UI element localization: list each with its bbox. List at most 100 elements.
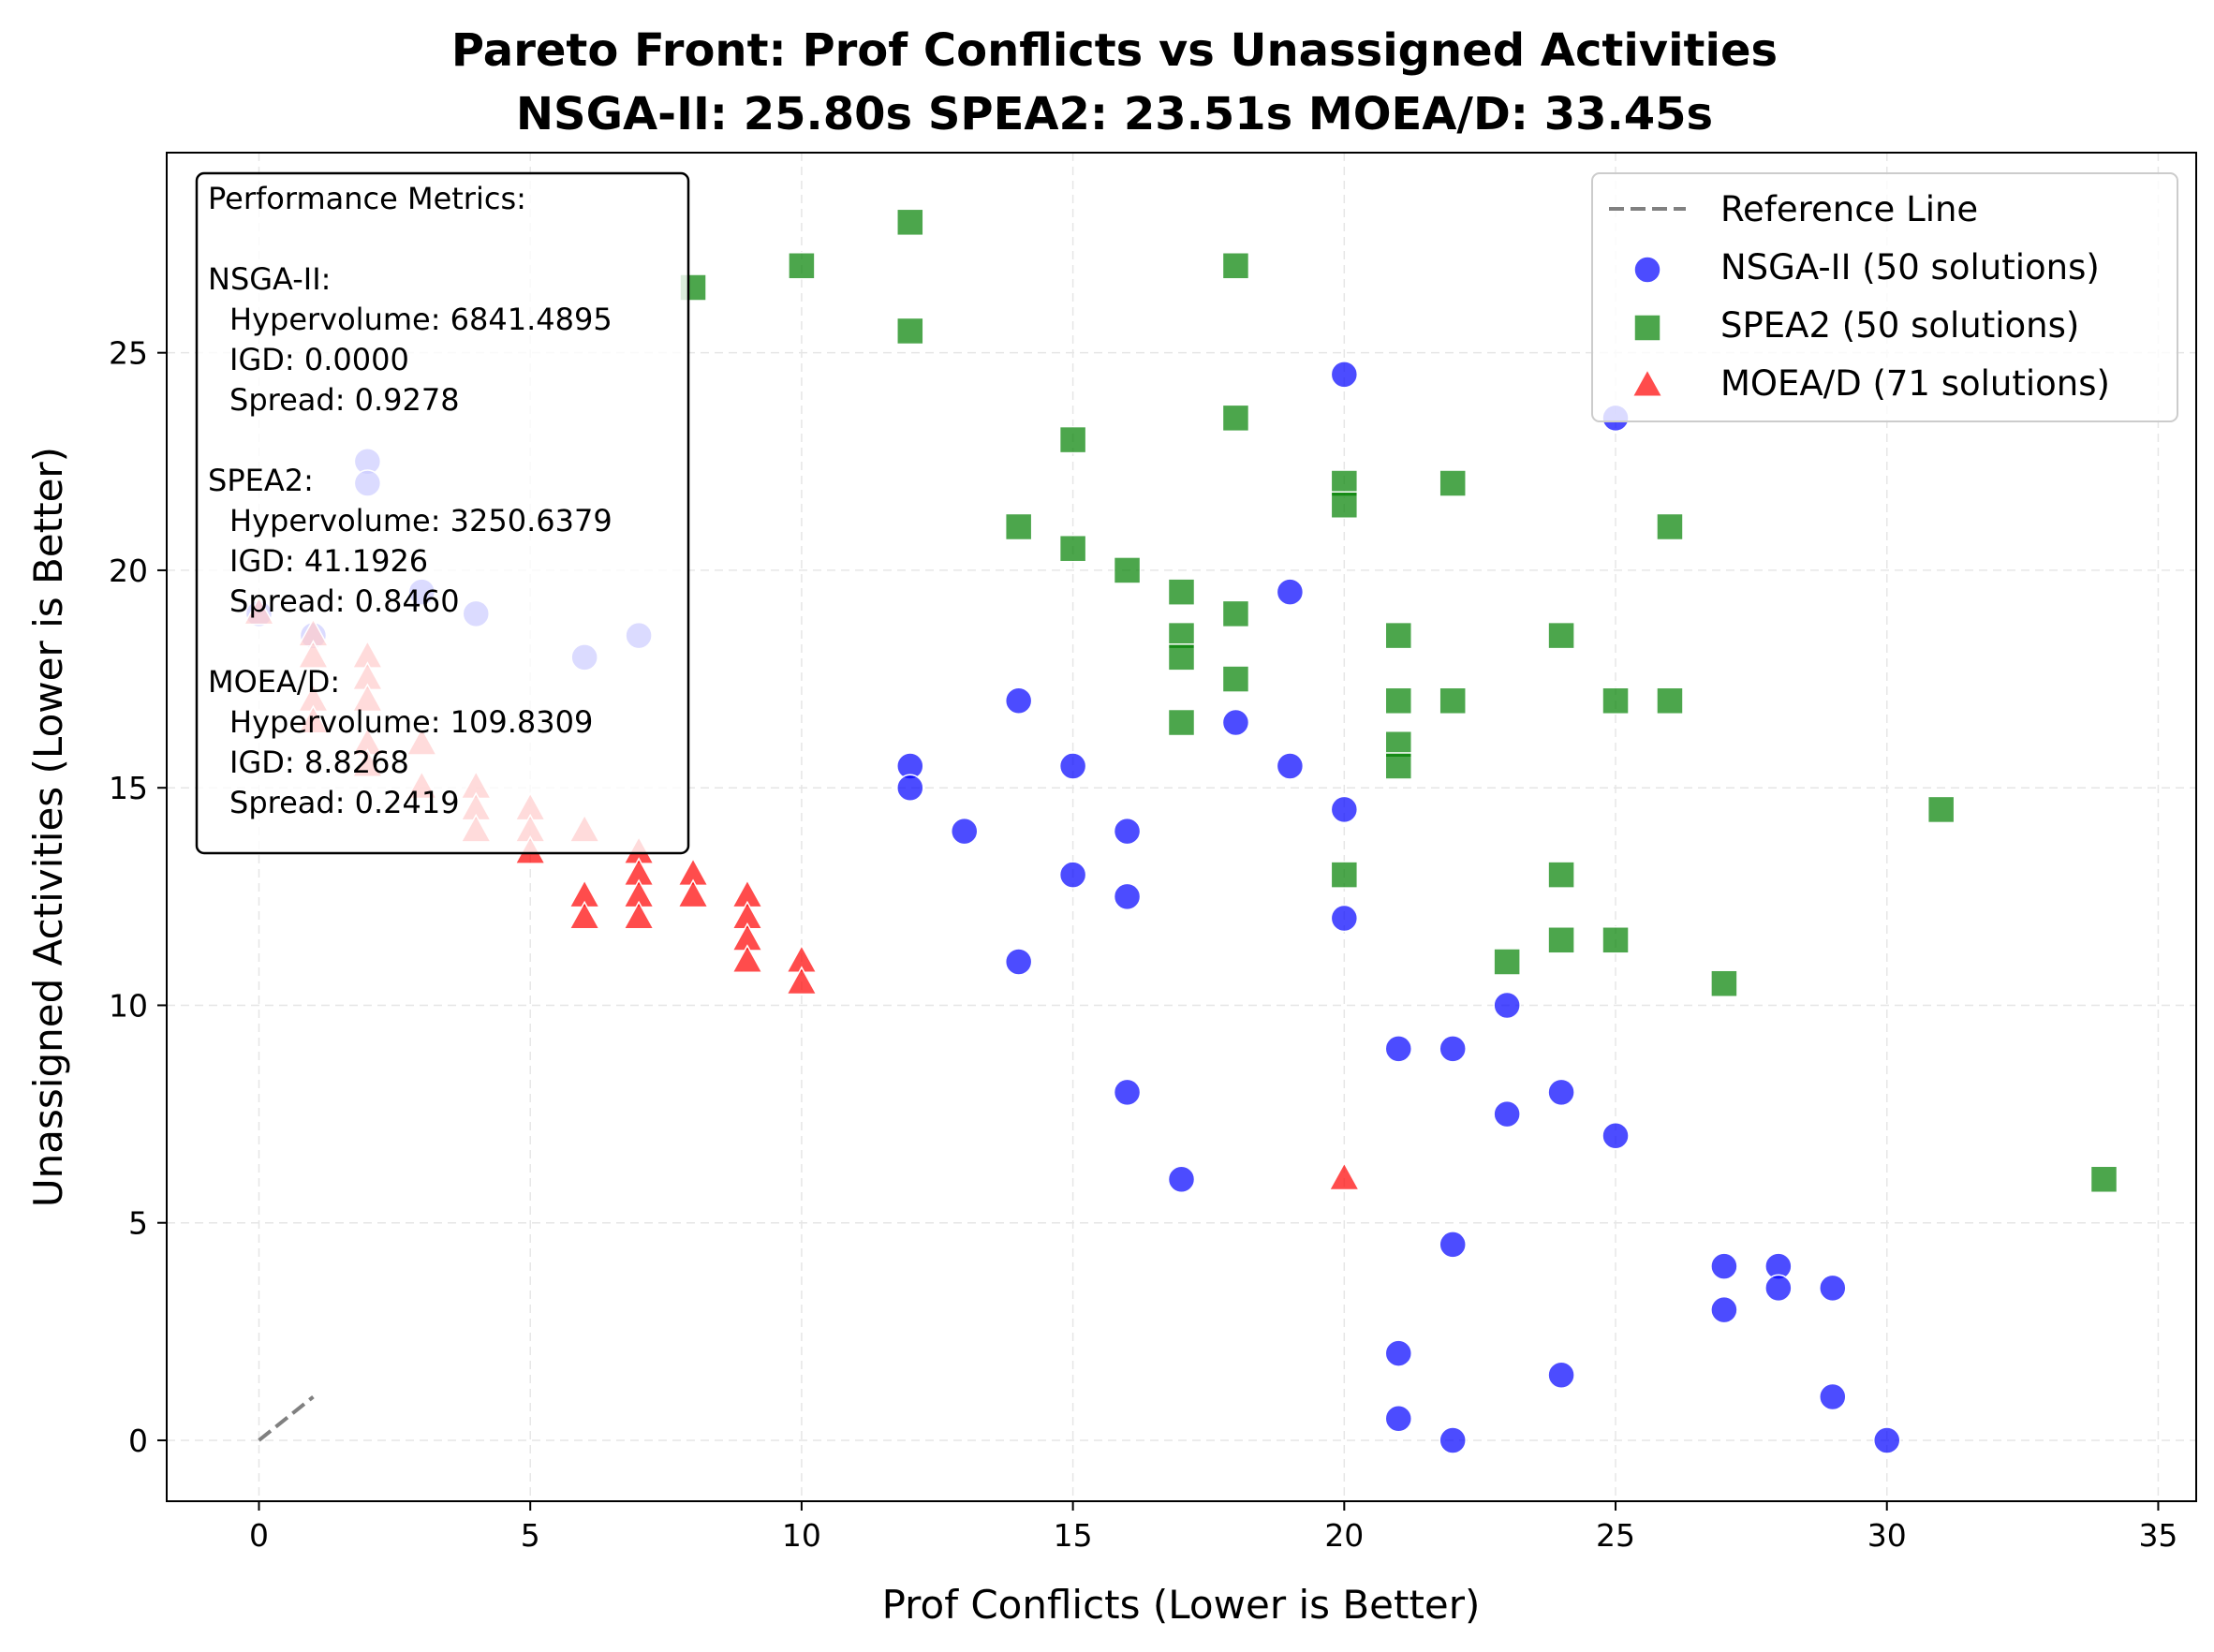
reference-line-layer bbox=[258, 1394, 315, 1442]
x-tick-label: 0 bbox=[249, 1517, 269, 1554]
y-tick-label: 20 bbox=[109, 553, 148, 589]
circle-point bbox=[950, 817, 979, 846]
triangle-point bbox=[568, 900, 601, 930]
chart-title-line-1: Pareto Front: Prof Conflicts vs Unassign… bbox=[451, 24, 1778, 77]
triangle-point bbox=[1328, 1161, 1361, 1191]
circle-point bbox=[1710, 1295, 1738, 1324]
plot-frame bbox=[166, 152, 2197, 1502]
square-point bbox=[1221, 404, 1250, 433]
square-point bbox=[1167, 578, 1196, 606]
circle-point bbox=[1439, 1035, 1467, 1063]
legend-square-swatch bbox=[1633, 314, 1661, 342]
circle-point bbox=[1819, 1382, 1847, 1411]
y-tick-label: 10 bbox=[109, 987, 148, 1024]
x-tick-label: 20 bbox=[1324, 1517, 1364, 1554]
circle-point bbox=[1764, 1274, 1793, 1303]
circle-point bbox=[1004, 686, 1033, 715]
metrics-value-line: IGD: 41.1926 bbox=[229, 543, 428, 579]
series-square bbox=[679, 208, 2118, 1194]
square-point bbox=[1439, 469, 1467, 497]
y-tick-label: 15 bbox=[109, 770, 148, 806]
triangle-point bbox=[731, 944, 763, 973]
metrics-value-line: Hypervolume: 6841.4895 bbox=[229, 302, 613, 337]
metrics-group-name: MOEA/D: bbox=[208, 664, 340, 700]
square-point bbox=[896, 317, 924, 346]
x-tick-label: 10 bbox=[782, 1517, 821, 1554]
square-point bbox=[1656, 512, 1684, 541]
circle-point bbox=[1330, 795, 1359, 824]
square-point bbox=[1058, 534, 1087, 563]
square-point bbox=[1058, 425, 1087, 454]
circle-point bbox=[1113, 817, 1142, 846]
square-point bbox=[1601, 926, 1630, 954]
legend-items: Reference Line NSGA-II (50 solutions) SPEA… bbox=[1609, 189, 2110, 404]
legend-circle-swatch bbox=[1633, 256, 1661, 284]
metrics-text: Performance Metrics: NSGA-II: Hypervolume:… bbox=[208, 181, 613, 820]
y-tick-label: 0 bbox=[128, 1423, 148, 1459]
square-point bbox=[896, 208, 924, 237]
square-point bbox=[1221, 599, 1250, 628]
metrics-value-line: IGD: 0.0000 bbox=[229, 342, 409, 377]
circle-point bbox=[1439, 1231, 1467, 1259]
metrics-value-line: Spread: 0.8460 bbox=[229, 583, 460, 619]
performance-metrics-box: Performance Metrics: NSGA-II: Hypervolume:… bbox=[195, 171, 690, 855]
triangle-point bbox=[677, 878, 710, 908]
legend-label: Reference Line bbox=[1720, 189, 1978, 229]
reference-line bbox=[258, 1394, 315, 1442]
metrics-value-line: IGD: 8.8268 bbox=[229, 745, 409, 780]
square-point bbox=[1439, 686, 1467, 715]
circle-point bbox=[1113, 1078, 1142, 1107]
metrics-group-name: SPEA2: bbox=[208, 463, 314, 498]
legend-triangle-swatch bbox=[1631, 368, 1664, 397]
metrics-value-line: Hypervolume: 109.8309 bbox=[229, 704, 593, 740]
square-point bbox=[1221, 665, 1250, 693]
x-tick-label: 5 bbox=[521, 1517, 540, 1554]
circle-point bbox=[1221, 708, 1250, 737]
metrics-group-name: NSGA-II: bbox=[208, 261, 331, 297]
circle-point bbox=[1601, 1122, 1630, 1150]
y-tick-label: 5 bbox=[128, 1205, 148, 1242]
circle-point bbox=[1004, 948, 1033, 976]
circle-point bbox=[1547, 1078, 1575, 1107]
x-tick-label: 35 bbox=[2138, 1517, 2177, 1554]
chart-title-line-2: NSGA-II: 25.80s SPEA2: 23.51s MOEA/D: 33… bbox=[516, 88, 1713, 140]
square-point bbox=[1547, 861, 1575, 889]
x-tick-label: 25 bbox=[1596, 1517, 1635, 1554]
circle-point bbox=[1872, 1426, 1901, 1454]
square-point bbox=[1547, 621, 1575, 650]
circle-point bbox=[1710, 1252, 1738, 1280]
circle-point bbox=[1493, 991, 1521, 1020]
y-tick-label: 25 bbox=[109, 335, 148, 372]
square-point bbox=[788, 252, 816, 280]
circle-point bbox=[1330, 904, 1359, 933]
circle-point bbox=[1819, 1274, 1847, 1303]
metrics-box-frame bbox=[195, 171, 690, 855]
square-point bbox=[1384, 686, 1413, 715]
circle-point bbox=[1384, 1035, 1413, 1063]
circle-point bbox=[1384, 1339, 1413, 1367]
square-point bbox=[2089, 1165, 2118, 1194]
square-point bbox=[1330, 861, 1359, 889]
square-point bbox=[1113, 556, 1142, 584]
metrics-value-line: Hypervolume: 3250.6379 bbox=[229, 503, 613, 538]
square-point bbox=[1004, 512, 1033, 541]
circle-point bbox=[1547, 1361, 1575, 1390]
triangle-point bbox=[623, 900, 656, 930]
square-point bbox=[1384, 621, 1413, 650]
square-point bbox=[1167, 643, 1196, 671]
square-point bbox=[1493, 948, 1521, 976]
x-axis-label: Prof Conflicts (Lower is Better) bbox=[882, 1582, 1481, 1628]
legend-frame bbox=[1591, 172, 2178, 422]
x-tick-label: 30 bbox=[1867, 1517, 1907, 1554]
metrics-value-line: Spread: 0.9278 bbox=[229, 382, 460, 418]
square-point bbox=[1710, 969, 1738, 997]
circle-point bbox=[1058, 861, 1087, 889]
circle-point bbox=[1493, 1099, 1521, 1128]
legend-label: MOEA/D (71 solutions) bbox=[1720, 363, 2110, 404]
legend-label: SPEA2 (50 solutions) bbox=[1720, 305, 2079, 346]
square-point bbox=[1221, 252, 1250, 280]
square-point bbox=[1167, 708, 1196, 737]
circle-point bbox=[896, 774, 924, 802]
